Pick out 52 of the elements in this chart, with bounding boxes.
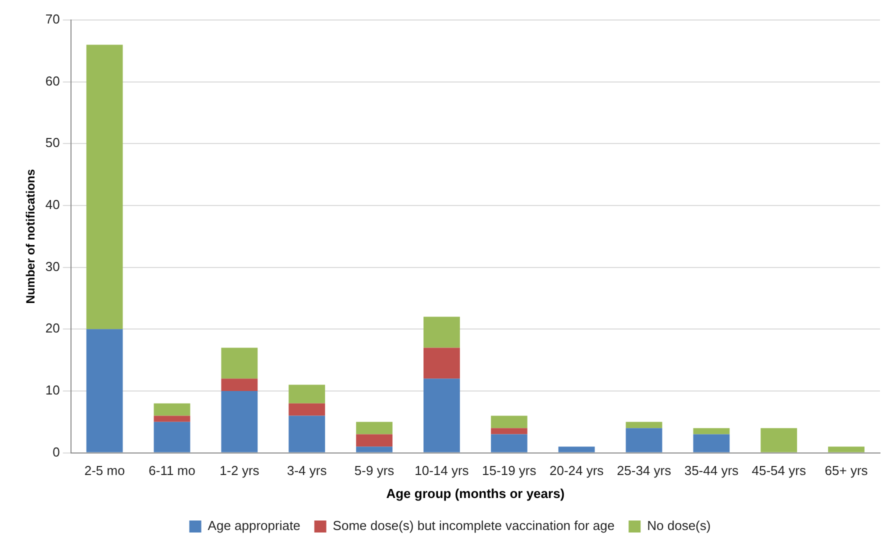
- x-tick-label: 15-19 yrs: [482, 463, 537, 478]
- x-tick-label: 65+ yrs: [824, 463, 868, 478]
- x-tick-label: 35-44 yrs: [684, 463, 740, 478]
- y-tick-label: 40: [45, 197, 60, 212]
- bar: [221, 390, 258, 452]
- y-tick-label: 30: [45, 258, 60, 274]
- y-tick-label: 70: [45, 12, 60, 27]
- bar: [626, 428, 662, 452]
- legend-label: Some dose(s) but incomplete vaccination for age: [332, 518, 615, 534]
- bar: [154, 422, 190, 452]
- bar: [424, 316, 460, 348]
- x-tick-label: 20-24 yrs: [549, 463, 604, 478]
- x-tick-label: 1-2 yrs: [220, 463, 260, 478]
- bar: [86, 44, 123, 330]
- bar: [424, 378, 460, 452]
- y-axis-title: Number of notifications: [24, 168, 38, 304]
- y-tick-label: 10: [45, 382, 60, 398]
- bar: [626, 422, 662, 428]
- bar: [86, 329, 123, 452]
- bar: [221, 348, 258, 379]
- bar: [288, 403, 326, 416]
- bar: [490, 428, 528, 434]
- x-tick-label: 25-34 yrs: [616, 463, 672, 478]
- x-tick-label: 6-11 mo: [148, 463, 196, 478]
- bar: [288, 384, 326, 404]
- y-tick-label: 20: [45, 320, 60, 336]
- bar: [154, 403, 190, 416]
- bar: [356, 446, 392, 452]
- y-tick-label: 60: [45, 73, 60, 88]
- bar: [221, 378, 258, 391]
- x-tick-label: 5-9 yrs: [354, 463, 395, 478]
- x-tick-label: 3-4 yrs: [286, 463, 328, 478]
- x-tick-label: 45-54 yrs: [752, 463, 806, 478]
- bar: [490, 416, 528, 428]
- x-tick-label: 10-14 yrs: [414, 463, 470, 478]
- legend-label: No dose(s): [647, 518, 711, 534]
- bar: [760, 428, 798, 452]
- bar: [424, 348, 460, 379]
- x-axis-title: Age group (months or years): [386, 486, 565, 501]
- bar: [558, 446, 595, 452]
- legend-label: Age appropriate: [208, 518, 300, 534]
- bar: [828, 446, 864, 452]
- y-tick-label: 0: [52, 444, 60, 460]
- y-tick-label: 50: [45, 135, 60, 150]
- bar: [490, 434, 528, 452]
- bar: [154, 416, 190, 422]
- bar: [693, 434, 730, 452]
- bar: [288, 416, 326, 452]
- bar: [693, 428, 730, 434]
- bar: [356, 422, 392, 434]
- bar: [356, 434, 392, 447]
- x-tick-label: 2-5 mo: [84, 463, 125, 478]
